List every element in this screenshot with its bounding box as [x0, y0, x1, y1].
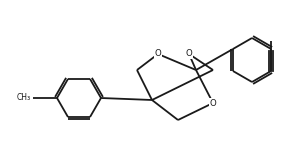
Text: O: O — [210, 99, 216, 108]
Text: O: O — [155, 50, 161, 58]
Text: CH₃: CH₃ — [17, 93, 31, 103]
Text: O: O — [186, 50, 192, 58]
